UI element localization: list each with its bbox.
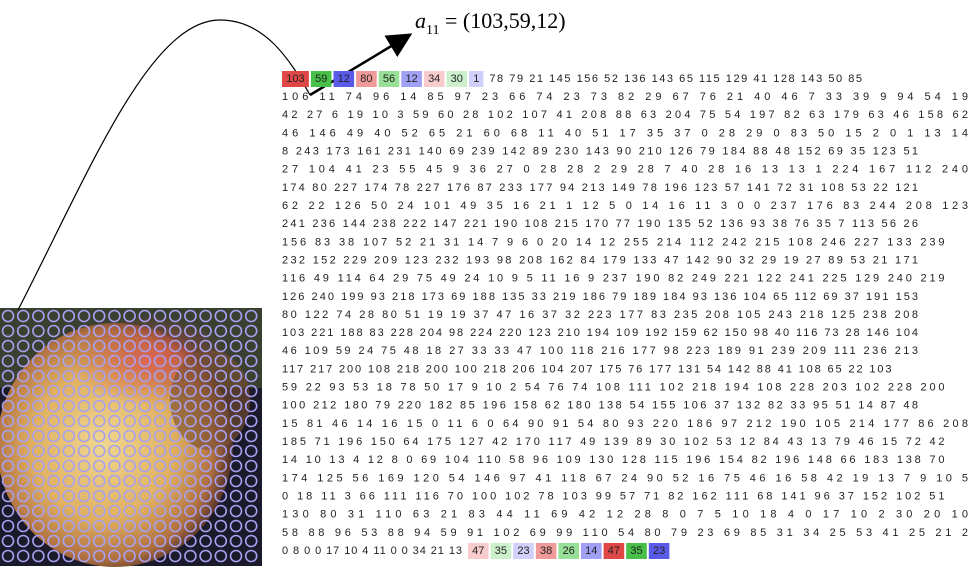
matrix-row: 156 83 38 107 52 21 31 14 7 9 6 0 20 14 …: [282, 236, 944, 248]
matrix-row: 46 146 49 40 52 65 21 60 68 11 40 51 17 …: [282, 127, 968, 139]
diagram: a11 = (103,59,12) 103 59 12 80 56 12 34 30 1 78 7…: [0, 0, 975, 568]
cell-value: 30: [451, 73, 463, 85]
cell-value: 47: [472, 545, 484, 557]
pixel-matrix: 103 59 12 80 56 12 34 30 1 78 79 21 145 156 52 13…: [282, 71, 968, 559]
matrix-row: 174 125 56 169 120 54 146 97 41 118 67 2…: [282, 472, 968, 484]
matrix-row: 100 212 180 79 220 182 85 196 158 62 180…: [282, 400, 918, 412]
matrix-row: 62 22 126 50 24 101 49 35 16 21 1 12 5 0…: [282, 200, 968, 212]
cell-value: 34: [428, 73, 440, 85]
label-sub: 11: [426, 23, 439, 38]
photo: [0, 308, 262, 567]
cell-value: 23: [517, 545, 529, 557]
matrix-row: 232 152 229 209 123 232 193 98 208 162 8…: [282, 254, 918, 266]
label-var: a: [415, 8, 426, 33]
matrix-row: 78 79 21 145 156 52 136 143 65 115 129 4…: [489, 73, 862, 85]
matrix-row: 42 27 6 19 10 3 59 60 28 102 107 41 208 …: [282, 109, 968, 121]
matrix-row: 46 109 59 24 75 48 18 27 33 33 47 100 11…: [282, 345, 918, 357]
matrix-row: 0 8 0 0 17 10 4 11 0 0 34 21 13: [282, 545, 462, 557]
cell-value: 59: [315, 73, 327, 85]
matrix-row: 130 80 31 110 63 21 83 44 11 69 42 12 28…: [282, 509, 968, 521]
cell-value: 103: [286, 73, 304, 85]
matrix-row: 185 71 196 150 64 175 127 42 170 117 49 …: [282, 436, 945, 448]
cell-value: 12: [338, 73, 350, 85]
connector-curve: [18, 20, 310, 310]
matrix-row: 174 80 227 174 78 227 176 87 233 177 94 …: [282, 182, 918, 194]
matrix-row: 80 122 74 28 80 51 19 19 37 47 16 37 32 …: [282, 309, 918, 321]
cell-value: 1: [473, 73, 479, 85]
matrix-row: 0 18 11 3 66 111 116 70 100 102 78 103 9…: [282, 490, 944, 502]
matrix-row: 15 81 46 14 16 15 0 11 6 0 64 90 91 54 8…: [282, 418, 968, 430]
cell-value: 23: [653, 545, 665, 557]
pixel-label: a11 = (103,59,12): [415, 8, 566, 38]
matrix-row: 241 236 144 238 222 147 221 190 108 215 …: [282, 218, 918, 230]
matrix-row: 103 221 188 83 228 204 98 224 220 123 21…: [282, 327, 918, 339]
matrix-row: 117 217 200 108 218 200 100 218 206 104 …: [282, 363, 892, 375]
cell-value: 56: [383, 73, 395, 85]
matrix-row: 106 11 74 96 14 85 97 23 66 74 23 73 82 …: [282, 91, 968, 103]
matrix-row: 126 240 199 93 218 173 69 188 135 33 219…: [282, 291, 918, 303]
cell-value: 35: [630, 545, 642, 557]
cell-value: 12: [405, 73, 417, 85]
cell-value: 47: [608, 545, 620, 557]
matrix-row: 8 243 173 161 231 140 69 239 142 89 230 …: [282, 146, 918, 158]
matrix-row: 58 88 96 53 88 94 59 91 102 69 99 110 54…: [282, 527, 968, 539]
matrix-row: 59 22 93 53 18 78 50 17 9 10 2 54 76 74 …: [282, 382, 944, 394]
matrix-row: 27 104 41 23 55 45 9 36 27 0 28 28 2 29 …: [282, 164, 968, 176]
matrix-row: 14 10 13 4 12 8 0 69 104 110 58 96 109 1…: [282, 454, 944, 466]
cell-value: 80: [360, 73, 372, 85]
cell-value: 14: [585, 545, 597, 557]
label-rest: = (103,59,12): [439, 8, 565, 33]
cell-value: 35: [495, 545, 507, 557]
cell-value: 26: [563, 545, 575, 557]
matrix-row: 116 49 114 64 29 75 49 24 10 9 5 11 16 9…: [282, 273, 944, 285]
cell-value: 38: [540, 545, 552, 557]
